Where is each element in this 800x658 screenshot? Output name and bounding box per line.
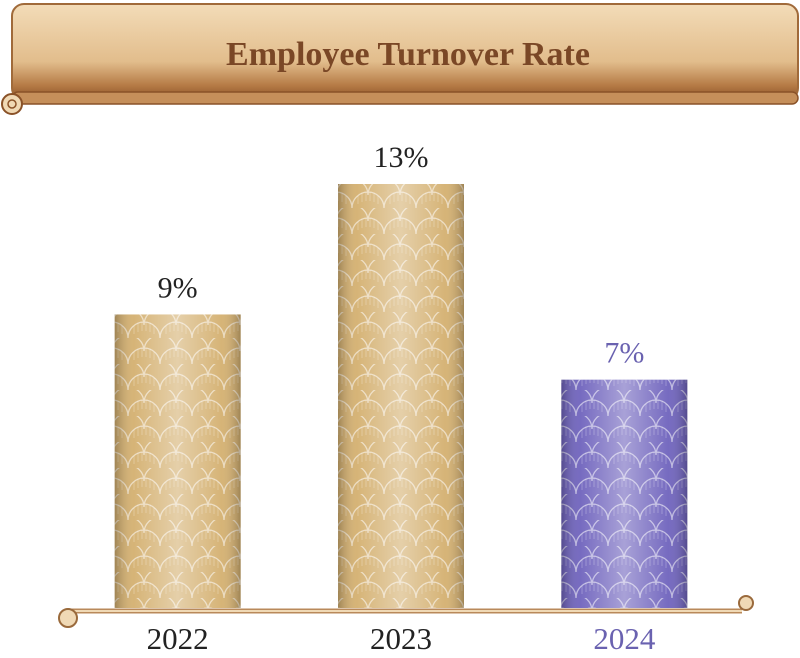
value-label: 7% (604, 337, 644, 370)
bar-shine (561, 379, 688, 608)
value-label: 9% (158, 271, 198, 304)
title-banner (1, 3, 799, 115)
value-label: 13% (374, 141, 429, 174)
x-tick-label: 2023 (370, 621, 432, 656)
bar-shine (114, 314, 241, 608)
chart-title: Employee Turnover Rate (226, 36, 590, 73)
baseline-scroll (58, 595, 754, 628)
bar-shine (338, 184, 464, 608)
bars: 9% 13% 7% (114, 141, 688, 608)
x-tick-label: 2024 (593, 621, 656, 656)
x-tick-label: 2022 (147, 621, 209, 656)
